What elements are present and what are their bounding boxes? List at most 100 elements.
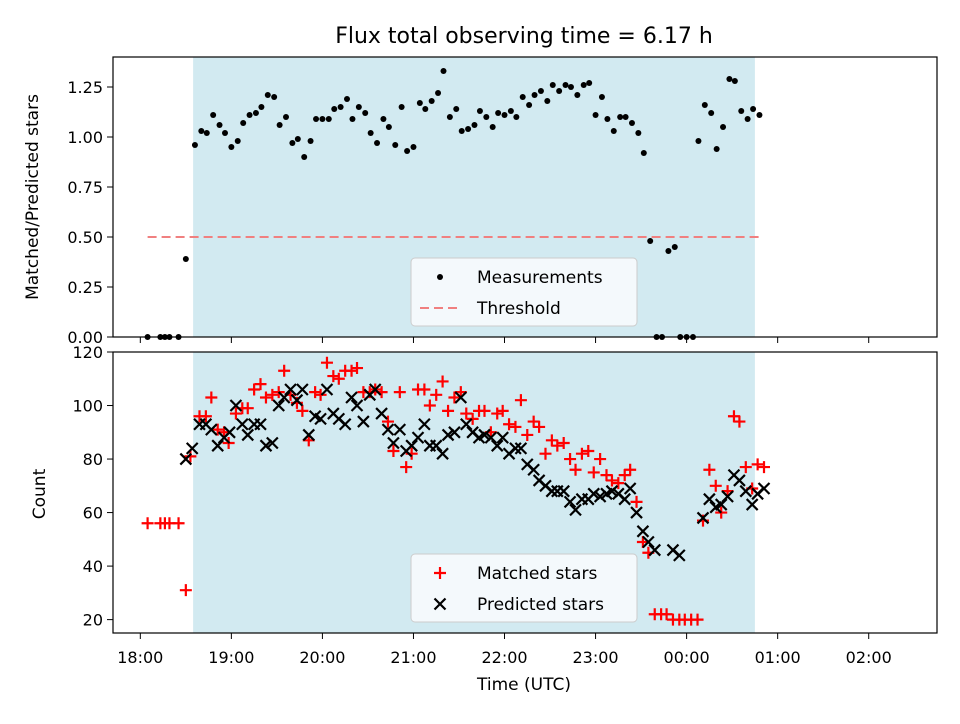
predicted-star-point bbox=[569, 503, 582, 517]
predicted-star-point bbox=[459, 417, 473, 431]
matched-star-point bbox=[733, 415, 746, 428]
bottom-y-tick-label: 80 bbox=[83, 450, 103, 469]
measurement-point bbox=[410, 144, 417, 150]
matched-star-point bbox=[314, 388, 327, 401]
matched-star-point bbox=[624, 463, 637, 476]
measurement-point bbox=[252, 110, 259, 116]
matched-star-point bbox=[600, 469, 613, 482]
top-y-tick-label: 0.00 bbox=[67, 328, 103, 347]
measurement-point bbox=[313, 116, 320, 122]
predicted-star-point bbox=[490, 439, 504, 452]
matched-star-point bbox=[709, 479, 722, 492]
predicted-star-point bbox=[223, 426, 236, 439]
matched-star-point bbox=[248, 383, 261, 396]
predicted-star-point bbox=[527, 463, 540, 477]
bottom-y-axis-label: Count bbox=[30, 468, 50, 519]
measurement-point bbox=[701, 102, 708, 108]
measurement-point bbox=[720, 124, 727, 130]
measurement-point bbox=[258, 104, 265, 110]
predicted-star-point bbox=[557, 484, 570, 498]
measurement-point bbox=[574, 92, 581, 98]
matched-star-point bbox=[327, 370, 340, 383]
matched-star-point bbox=[575, 447, 588, 460]
measurement-point bbox=[440, 68, 447, 74]
predicted-star-point bbox=[618, 492, 631, 506]
predicted-star-point bbox=[429, 439, 443, 452]
matched-star-point bbox=[739, 461, 752, 474]
measurement-point bbox=[544, 98, 551, 104]
measurement-point bbox=[392, 142, 399, 148]
predicted-star-point bbox=[436, 447, 449, 460]
measurement-point bbox=[695, 138, 702, 144]
matched-star-point bbox=[539, 447, 552, 460]
chart-title: Flux total observing time = 6.17 h bbox=[335, 24, 713, 49]
matched-star-point bbox=[393, 386, 406, 399]
matched-star-point bbox=[751, 458, 764, 471]
matched-star-point bbox=[545, 434, 558, 447]
predicted-star-point bbox=[368, 383, 382, 396]
measurement-point bbox=[343, 96, 350, 102]
predicted-star-point bbox=[703, 492, 716, 506]
matched-star-point bbox=[503, 418, 516, 431]
top-y-tick-label: 1.00 bbox=[67, 128, 103, 147]
top-panel: 0.00 0.25 0.50 0.75 1.00 1.25 Measurements Thre… bbox=[67, 56, 938, 347]
matched-star-point bbox=[259, 391, 272, 404]
measurement-point bbox=[628, 120, 635, 126]
predicted-star-point bbox=[259, 439, 273, 452]
predicted-star-point bbox=[441, 428, 455, 442]
predicted-star-point bbox=[733, 474, 746, 487]
matched-star-point bbox=[418, 383, 431, 396]
legend-label: Predicted stars bbox=[477, 595, 604, 615]
matched-star-point bbox=[587, 466, 600, 479]
matched-star-point bbox=[241, 402, 254, 415]
measurement-point bbox=[234, 138, 241, 144]
predicted-star-point bbox=[357, 415, 370, 428]
matched-star-point bbox=[309, 386, 322, 399]
measurement-point bbox=[580, 82, 587, 88]
matched-star-point bbox=[296, 404, 309, 417]
matched-star-point bbox=[211, 423, 224, 436]
measurement-point bbox=[246, 112, 253, 118]
predicted-star-point bbox=[605, 484, 619, 498]
predicted-star-point bbox=[739, 484, 753, 498]
legend-label: Threshold bbox=[476, 299, 561, 319]
matched-star-point bbox=[266, 388, 279, 401]
predicted-star-point bbox=[345, 391, 358, 404]
measurement-point bbox=[635, 130, 642, 136]
legend-x-marker bbox=[433, 597, 447, 611]
matched-star-point bbox=[199, 410, 212, 423]
predicted-star-point bbox=[673, 549, 686, 562]
measurement-point bbox=[731, 78, 738, 84]
matched-star-point bbox=[332, 372, 345, 385]
matched-star-point bbox=[478, 404, 491, 417]
measurement-point bbox=[665, 248, 672, 254]
matched-star-point bbox=[423, 399, 436, 412]
measurement-point bbox=[362, 110, 369, 116]
legend-plus-marker bbox=[434, 567, 446, 579]
measurement-point bbox=[513, 114, 520, 120]
measurement-point bbox=[228, 144, 235, 150]
measurement-point bbox=[713, 146, 720, 152]
predicted-star-point bbox=[630, 506, 643, 519]
bottom-y-tick-label: 40 bbox=[83, 557, 103, 576]
measurement-point bbox=[507, 108, 514, 114]
measurement-point bbox=[549, 82, 556, 88]
matched-star-point bbox=[758, 461, 771, 474]
legend-box bbox=[410, 553, 638, 623]
predicted-star-point bbox=[266, 436, 279, 450]
bottom-x-tick-label: 19:00 bbox=[208, 648, 254, 667]
matched-star-point bbox=[703, 463, 716, 476]
measurement-point bbox=[349, 116, 356, 122]
bottom-x-tick-label: 23:00 bbox=[573, 648, 619, 667]
matched-star-point bbox=[527, 415, 540, 428]
predicted-star-point bbox=[393, 423, 407, 436]
top-y-tick-label: 0.50 bbox=[67, 228, 103, 247]
measurement-point bbox=[307, 138, 314, 144]
predicted-star-point bbox=[314, 412, 327, 426]
measurement-point bbox=[556, 88, 563, 94]
measurement-point bbox=[325, 116, 332, 122]
bottom-x-tick-label: 21:00 bbox=[390, 648, 436, 667]
matched-star-point bbox=[551, 439, 564, 452]
predicted-star-point bbox=[648, 543, 662, 557]
